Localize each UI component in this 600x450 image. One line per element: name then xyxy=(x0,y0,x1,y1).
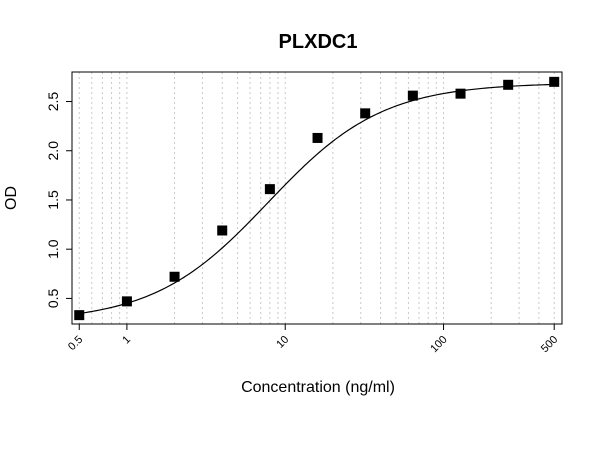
data-point xyxy=(549,76,560,87)
data-point xyxy=(121,296,132,307)
grid xyxy=(78,72,555,324)
x-tick-label: 100 xyxy=(428,334,449,355)
y-tick-label: 2.5 xyxy=(45,92,61,112)
x-tick-label: 0.5 xyxy=(66,334,85,353)
data-point xyxy=(169,271,180,282)
fit-curve xyxy=(79,83,555,315)
y-axis: 0.5 1.0 1.5 2.0 2.5 xyxy=(45,92,72,308)
data-point xyxy=(455,88,466,99)
x-tick-label: 500 xyxy=(539,334,560,355)
y-tick-label: 2.0 xyxy=(45,141,61,161)
x-axis-label: Concentration (ng/ml) xyxy=(241,379,395,396)
data-point xyxy=(217,225,228,236)
data-point xyxy=(264,184,275,195)
plot-frame xyxy=(71,71,563,325)
x-axis: 0.5 1 10 100 500 xyxy=(66,324,560,355)
y-axis-label: OD xyxy=(3,186,20,210)
data-point xyxy=(407,90,418,101)
y-tick-label: 1.5 xyxy=(45,190,61,210)
data-point xyxy=(503,79,514,90)
data-point xyxy=(312,132,323,143)
x-tick-label: 1 xyxy=(120,334,133,347)
x-tick-label: 10 xyxy=(274,334,291,351)
chart-title: PLXDC1 xyxy=(279,31,358,53)
y-tick-label: 1.0 xyxy=(45,239,61,259)
y-tick-label: 0.5 xyxy=(45,288,61,308)
data-point xyxy=(74,310,85,321)
data-points xyxy=(74,76,560,321)
data-point xyxy=(360,108,371,119)
